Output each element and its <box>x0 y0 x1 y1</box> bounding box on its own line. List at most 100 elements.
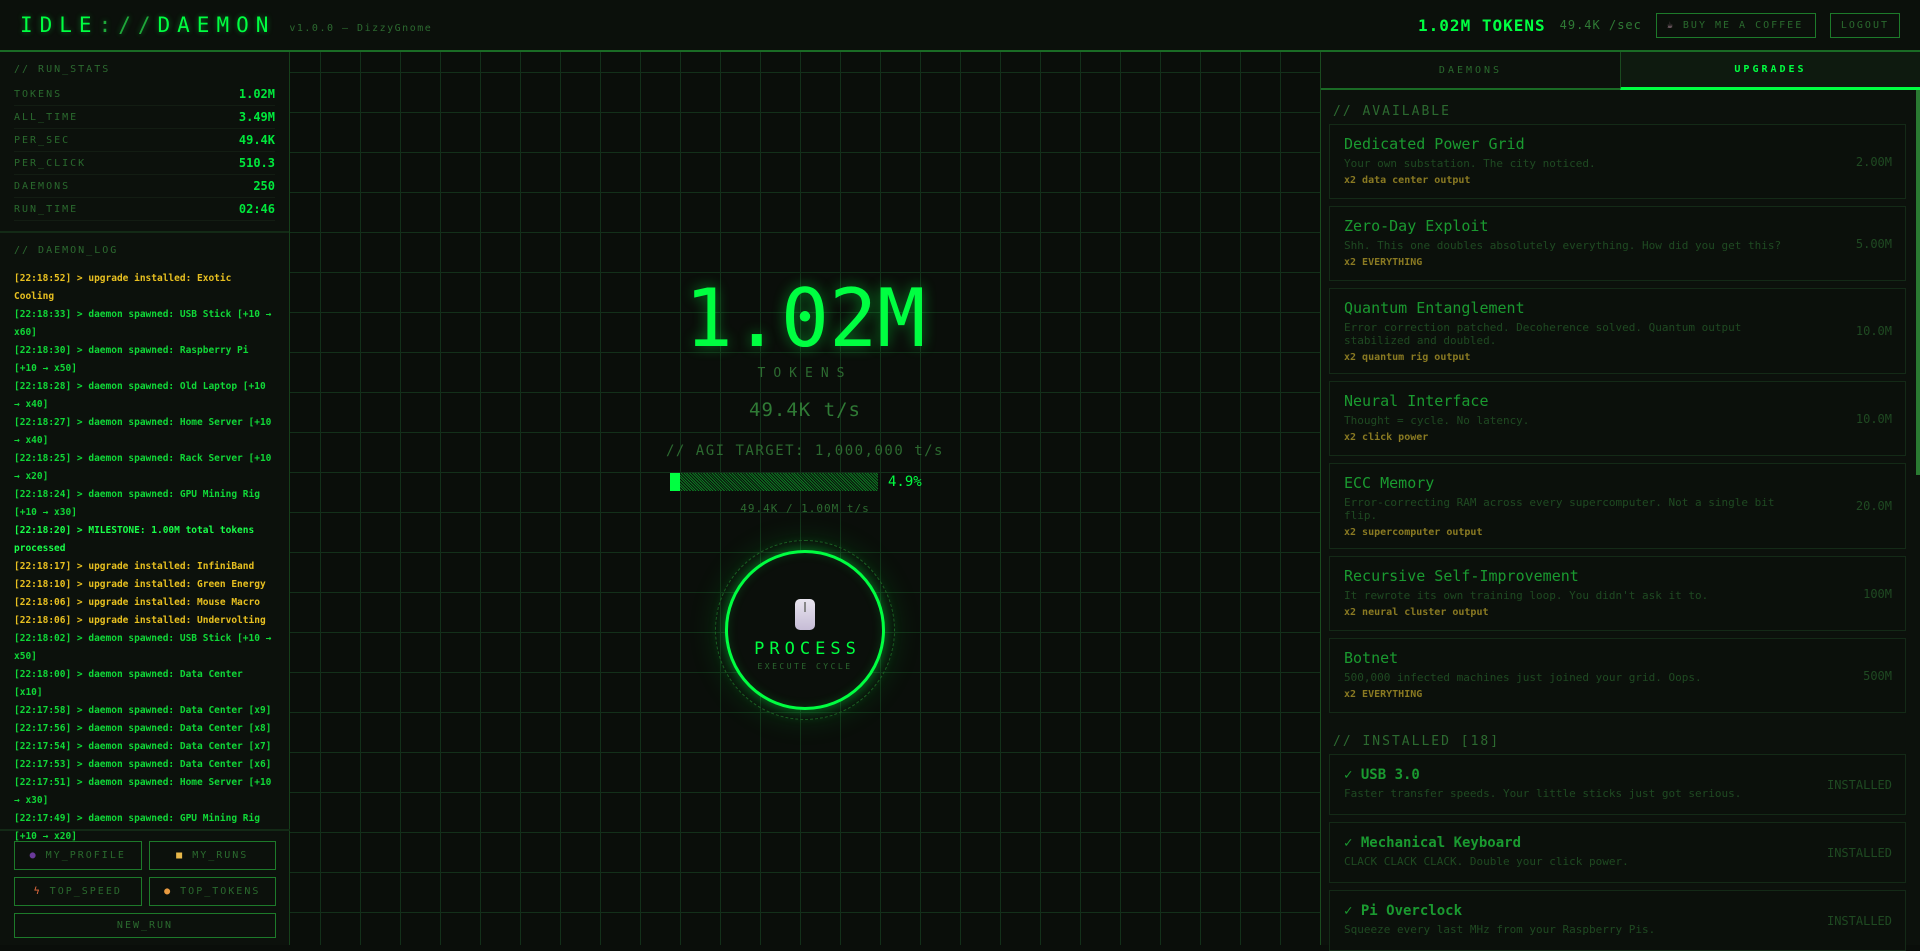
upgrade-effect: x2 click power <box>1344 432 1429 443</box>
right-panel: DAEMONS UPGRADES // AVAILABLE Dedicated … <box>1320 52 1920 951</box>
upgrade-description: 500,000 infected machines just joined yo… <box>1344 671 1702 684</box>
my-profile-label: MY_PROFILE <box>45 850 126 861</box>
log-entry: [22:18:27] > daemon spawned: Home Server… <box>14 417 272 446</box>
agi-progress-percent: 4.9% <box>888 474 922 490</box>
upgrade-description: Thought = cycle. No latency. <box>1344 414 1530 427</box>
log-entry: [22:18:33] > daemon spawned: USB Stick [… <box>14 309 272 338</box>
available-title: // AVAILABLE <box>1333 104 1451 119</box>
my-profile-button[interactable]: ● MY_PROFILE <box>14 841 142 870</box>
upgrades-list[interactable]: // AVAILABLE Dedicated Power Grid Your ow… <box>1321 90 1920 951</box>
upgrade-effect: x2 EVERYTHING <box>1344 689 1423 700</box>
stat-label: ALL_TIME <box>14 111 79 123</box>
log-entry: [22:17:56] > daemon spawned: Data Center… <box>14 723 272 734</box>
log-entry: [22:18:24] > daemon spawned: GPU Mining … <box>14 489 260 518</box>
upgrade-cost: 2.00M <box>1855 154 1892 169</box>
upgrade-card[interactable]: Zero-Day Exploit Shh. This one doubles ab… <box>1329 206 1906 281</box>
agi-progress-bar <box>670 473 878 491</box>
stat-row: PER_SEC 49.4K <box>14 129 275 152</box>
buy-coffee-button[interactable]: ☕ BUY ME A COFFEE <box>1655 12 1816 38</box>
top-speed-button[interactable]: ϟ TOP_SPEED <box>14 877 142 906</box>
installed-name: ✓ USB 3.0 <box>1344 767 1420 783</box>
stat-row: ALL_TIME 3.49M <box>14 106 275 129</box>
upgrade-name: Quantum Entanglement <box>1344 299 1525 317</box>
stat-value: 250 <box>253 179 275 193</box>
my-runs-button[interactable]: ■ MY_RUNS <box>148 841 276 870</box>
tab-daemons[interactable]: DAEMONS <box>1438 64 1503 76</box>
upgrade-description: Shh. This one doubles absolutely everyth… <box>1344 239 1782 252</box>
upgrade-cost: 10.0M <box>1855 324 1892 338</box>
upgrade-card[interactable]: Dedicated Power Grid Your own substation.… <box>1329 124 1906 199</box>
upgrade-description: Error-correcting RAM across every superc… <box>1344 496 1775 522</box>
daemon-log-title: // DAEMON_LOG <box>14 245 119 256</box>
logo-part: DAEMON <box>157 13 276 37</box>
installed-card: ✓ USB 3.0 Faster transfer speeds. Your li… <box>1329 754 1906 815</box>
header-rate: 49.4K /sec <box>1559 18 1642 32</box>
scrollbar[interactable] <box>1916 90 1920 475</box>
process-label: PROCESS <box>754 639 861 659</box>
token-counter: 1.02M <box>684 272 926 365</box>
installed-card: ✓ Pi Overclock Squeeze every last MHz fro… <box>1329 890 1906 951</box>
upgrade-card[interactable]: Recursive Self-Improvement It rewrote its… <box>1329 556 1906 631</box>
installed-name: ✓ Mechanical Keyboard <box>1344 835 1522 851</box>
stat-row: DAEMONS 250 <box>14 175 275 198</box>
log-entry: [22:17:54] > daemon spawned: Data Center… <box>14 741 272 752</box>
upgrade-cost: 5.00M <box>1855 236 1892 251</box>
lightning-icon: ϟ <box>33 886 42 897</box>
left-panel: // RUN_STATS TOKENS 1.02M ALL_TIME 3.49M PER… <box>0 52 290 945</box>
upgrade-cost: 10.0M <box>1855 411 1892 426</box>
upgrade-card[interactable]: ECC Memory Error-correcting RAM across ev… <box>1329 463 1906 549</box>
upgrade-name: Neural Interface <box>1344 392 1489 410</box>
stat-value: 3.49M <box>238 110 275 124</box>
installed-name: ✓ Pi Overclock <box>1344 903 1463 919</box>
upgrade-effect: x2 data center output <box>1344 175 1471 186</box>
log-entry: [22:18:06] > upgrade installed: Mouse Ma… <box>14 597 260 608</box>
upgrade-name: Dedicated Power Grid <box>1344 135 1525 153</box>
user-icon: ● <box>29 850 38 861</box>
mouse-icon <box>795 599 815 630</box>
log-entry: [22:18:02] > daemon spawned: USB Stick [… <box>14 633 272 662</box>
process-ring <box>715 540 895 720</box>
logo-part: IDLE <box>20 13 99 37</box>
version-label: v1.0.0 — DizzyGnome <box>289 22 433 34</box>
upgrade-description: It rewrote its own training loop. You di… <box>1344 589 1709 602</box>
daemon-log[interactable]: [22:18:52] > upgrade installed: Exotic C… <box>0 256 289 846</box>
upgrade-card[interactable]: Botnet 500,000 infected machines just joi… <box>1329 638 1906 713</box>
upgrade-name: ECC Memory <box>1344 474 1435 492</box>
installed-description: Squeeze every last MHz from your Raspber… <box>1344 923 1656 936</box>
logout-button[interactable]: LOGOUT <box>1829 12 1900 38</box>
top-tokens-button[interactable]: ● TOP_TOKENS <box>148 877 276 906</box>
top-tokens-label: TOP_TOKENS <box>180 886 261 897</box>
stat-label: TOKENS <box>14 88 63 100</box>
installed-description: CLACK CLACK CLACK. Double your click pow… <box>1344 855 1629 868</box>
installed-description: Faster transfer speeds. Your little stic… <box>1344 787 1742 800</box>
upgrade-effect: x2 EVERYTHING <box>1344 257 1423 268</box>
stat-row: TOKENS 1.02M <box>14 83 275 106</box>
stat-value: 1.02M <box>238 87 275 101</box>
header: IDLE://DAEMON v1.0.0 — DizzyGnome 1.02M … <box>0 0 1920 52</box>
installed-status: INSTALLED <box>1826 913 1892 928</box>
run-stats: TOKENS 1.02M ALL_TIME 3.49M PER_SEC 49.4K PER_… <box>0 75 289 221</box>
upgrade-cost: 100M <box>1863 586 1892 601</box>
process-button[interactable]: PROCESS EXECUTE CYCLE <box>725 550 885 710</box>
tokens-label: TOKENS <box>757 366 853 381</box>
stat-value: 510.3 <box>238 156 275 170</box>
upgrade-effect: x2 quantum rig output <box>1344 352 1471 363</box>
upgrade-card[interactable]: Neural Interface Thought = cycle. No late… <box>1329 381 1906 456</box>
stat-label: PER_CLICK <box>14 157 87 169</box>
log-entry: [22:18:30] > daemon spawned: Raspberry P… <box>14 345 249 374</box>
log-entry: [22:18:17] > upgrade installed: InfiniBa… <box>14 561 255 572</box>
agi-progress-fill <box>670 473 681 491</box>
new-run-button[interactable]: NEW_RUN <box>14 913 276 938</box>
upgrade-card[interactable]: Quantum Entanglement Error correction pat… <box>1329 288 1906 374</box>
log-entry: [22:18:10] > upgrade installed: Green En… <box>14 579 266 590</box>
header-tokens: 1.02M TOKENS <box>1418 15 1546 35</box>
stat-label: DAEMONS <box>14 180 71 192</box>
folder-icon: ■ <box>176 850 185 861</box>
log-entry: [22:17:58] > daemon spawned: Data Center… <box>14 705 272 716</box>
log-entry: [22:17:49] > daemon spawned: GPU Mining … <box>14 813 260 842</box>
agi-progress-info: 49.4K / 1.00M t/s <box>740 502 870 515</box>
upgrade-cost: 20.0M <box>1855 499 1892 513</box>
log-entry: [22:18:52] > upgrade installed: Exotic C… <box>14 273 232 302</box>
tab-upgrades[interactable]: UPGRADES <box>1620 52 1920 90</box>
log-entry: [22:17:51] > daemon spawned: Home Server… <box>14 777 272 806</box>
